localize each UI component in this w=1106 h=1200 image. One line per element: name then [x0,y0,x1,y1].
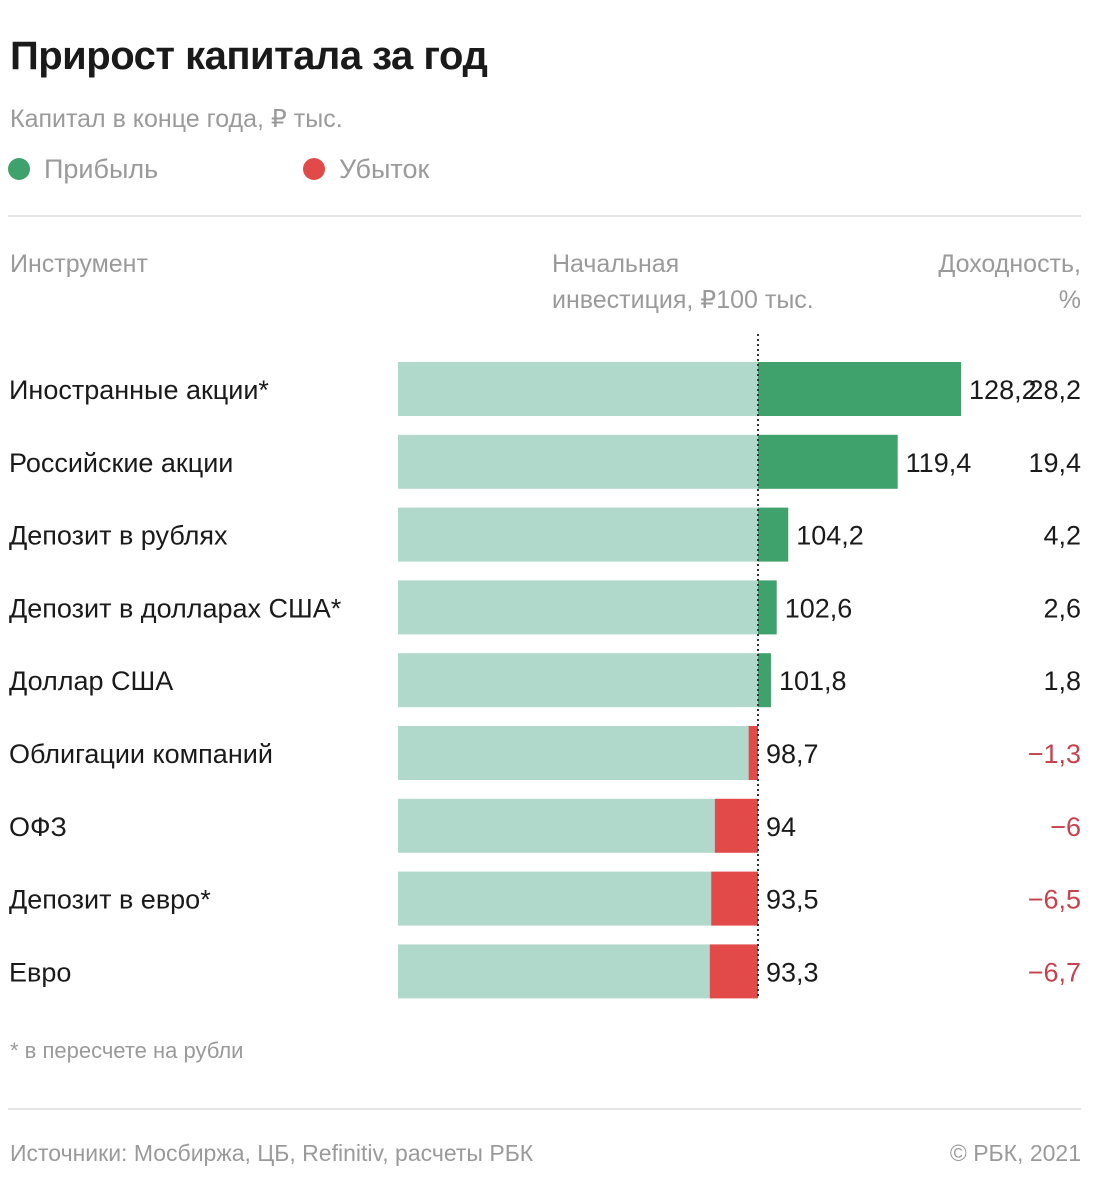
loss-dot-icon [303,158,325,180]
loss-bar [709,944,758,999]
yield-label: 19,4 [1028,448,1081,478]
loss-bar [711,871,758,926]
value-label: 128,2 [969,375,1037,405]
yield-label: 4,2 [1043,521,1081,551]
base-bar [398,580,758,635]
legend-profit: Прибыль [8,152,158,186]
row-label: Доллар США [9,666,173,696]
yield-label: 28,2 [1028,375,1081,405]
profit-bar [758,362,962,416]
yield-label: −6,5 [1028,885,1081,915]
legend-loss-label: Убыток [339,153,430,184]
column-header-instrument: Инструмент [10,250,148,278]
base-bar [398,434,758,489]
row-label: Облигации компаний [9,739,273,769]
value-label: 94 [766,812,796,842]
footer-divider [8,1108,1081,1110]
value-label: 119,4 [906,448,972,478]
column-header-initial-line2: инвестиция, ₽100 тыс. [552,286,814,314]
profit-dot-icon [8,158,30,180]
row-label: Российские акции [9,448,233,478]
yield-label: −6 [1050,812,1081,842]
row-label: Депозит в евро* [9,885,211,915]
column-header-initial: Начальная инвестиция, ₽100 тыс. [552,246,814,318]
legend-profit-label: Прибыль [44,153,159,184]
yield-label: −6,7 [1028,957,1081,987]
value-label: 101,8 [779,666,847,696]
value-label: 98,7 [766,739,819,769]
row-label: Депозит в рублях [9,521,228,551]
row-label: ОФЗ [9,812,67,842]
base-bar [398,653,758,708]
base-bar [398,871,712,926]
column-header-yield: Доходность, % [938,246,1081,318]
value-label: 104,2 [796,521,864,551]
profit-bar [758,434,898,489]
loss-bar [748,726,758,780]
row-label: Евро [9,957,71,987]
row-label: Иностранные акции* [9,375,269,405]
footnote: * в пересчете на рубли [10,1038,244,1063]
profit-bar [758,653,771,708]
chart-subtitle: Капитал в конце года, ₽ тыс. [10,105,343,133]
base-bar [398,726,749,780]
base-bar [398,798,715,853]
column-header-yield-line1: Доходность, [938,250,1081,278]
copyright: © РБК, 2021 [949,1140,1081,1166]
loss-bar [714,798,758,853]
chart-title: Прирост капитала за год [10,34,488,78]
value-label: 93,5 [766,885,819,915]
yield-label: −1,3 [1028,739,1081,769]
base-bar [398,362,758,416]
value-label: 93,3 [766,957,819,987]
value-label: 102,6 [785,593,853,623]
column-header-initial-line1: Начальная [552,250,680,278]
profit-bar [758,580,777,635]
base-bar [398,944,710,999]
base-bar [398,507,758,562]
source-note: Источники: Мосбиржа, ЦБ, Refinitiv, расч… [10,1140,534,1166]
header-divider [8,215,1081,217]
column-header-yield-line2: % [1058,286,1081,314]
row-label: Депозит в долларах США* [9,593,342,623]
profit-bar [758,507,789,562]
yield-label: 2,6 [1043,593,1081,623]
yield-label: 1,8 [1043,666,1081,696]
legend-loss: Убыток [303,152,429,186]
